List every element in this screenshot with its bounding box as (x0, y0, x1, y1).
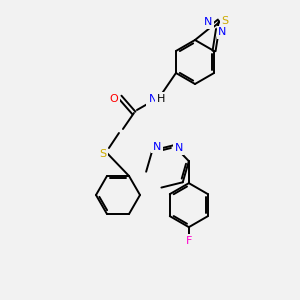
Text: O: O (110, 94, 118, 104)
Text: N: N (204, 17, 212, 27)
Text: S: S (221, 16, 228, 26)
Text: N: N (153, 142, 161, 152)
Text: H: H (157, 94, 165, 104)
Text: N: N (174, 143, 183, 153)
Text: N: N (149, 94, 157, 104)
Text: S: S (99, 149, 106, 159)
Text: F: F (186, 236, 192, 246)
Text: N: N (218, 27, 227, 37)
Text: NH: NH (148, 94, 164, 104)
